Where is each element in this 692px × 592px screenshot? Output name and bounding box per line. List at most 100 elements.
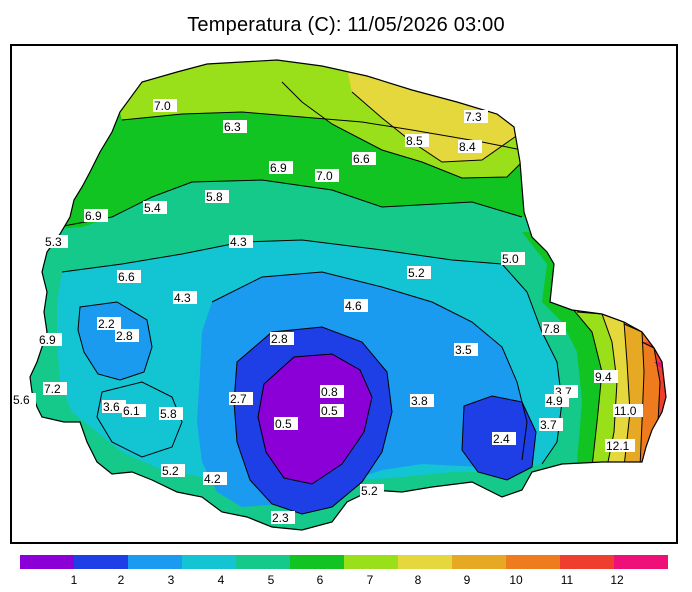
svg-text:5.3: 5.3	[45, 235, 62, 249]
value-label: 12.1	[605, 439, 635, 453]
value-label: 6.9	[84, 209, 108, 223]
svg-text:5.4: 5.4	[144, 201, 161, 215]
legend-tick: 11	[560, 573, 574, 587]
map-frame: 7.0 6.3 7.3 8.5 8.4 6.9 7.0 6.6 5.8 5.4 …	[10, 44, 678, 544]
value-label: 6.9	[269, 161, 293, 175]
legend-tick: 6	[316, 573, 324, 587]
svg-text:3.5: 3.5	[455, 343, 472, 357]
svg-text:6.6: 6.6	[353, 152, 370, 166]
value-label: 7.8	[542, 322, 566, 336]
svg-text:6.9: 6.9	[85, 209, 102, 223]
legend-ticks: 1 2 3 4 5 6 7 8 9 10 11 12	[20, 573, 668, 589]
map-title: Temperatura (C): 11/05/2026 03:00	[187, 14, 505, 36]
legend-tick: 9	[463, 573, 471, 587]
value-label: 2.7	[229, 392, 253, 406]
svg-text:2.4: 2.4	[493, 432, 510, 446]
value-label: 8.4	[458, 140, 482, 154]
svg-text:8.5: 8.5	[406, 134, 423, 148]
svg-text:5.2: 5.2	[162, 464, 179, 478]
svg-text:3.8: 3.8	[411, 394, 428, 408]
legend-tick: 3	[167, 573, 175, 587]
svg-text:4.3: 4.3	[230, 235, 247, 249]
value-label: 7.2	[43, 382, 67, 396]
svg-text:3.6: 3.6	[103, 400, 120, 414]
legend-tick: 1	[70, 573, 78, 587]
svg-text:5.6: 5.6	[13, 393, 30, 407]
value-label: 4.9	[545, 394, 569, 408]
svg-text:6.9: 6.9	[39, 333, 56, 347]
svg-text:5.8: 5.8	[206, 190, 223, 204]
value-label: 6.1	[122, 404, 146, 418]
value-label: 5.2	[161, 464, 185, 478]
value-label: 0.8	[320, 385, 344, 399]
value-label: 8.5	[405, 134, 429, 148]
svg-text:2.8: 2.8	[116, 329, 133, 343]
value-label: 0.5	[320, 404, 344, 418]
svg-text:6.1: 6.1	[123, 404, 140, 418]
svg-text:2.2: 2.2	[98, 317, 115, 331]
legend-swatch	[398, 555, 452, 569]
svg-text:11.0: 11.0	[614, 404, 637, 418]
legend-swatch	[128, 555, 182, 569]
value-label: 5.3	[44, 235, 68, 249]
value-label: 2.3	[271, 511, 295, 525]
legend-tick: 10	[509, 573, 523, 587]
color-legend	[20, 555, 668, 569]
value-label: 6.3	[223, 120, 247, 134]
svg-text:6.6: 6.6	[118, 270, 135, 284]
value-label: 2.2	[97, 317, 121, 331]
svg-text:7.3: 7.3	[465, 110, 482, 124]
legend-tick: 8	[414, 573, 422, 587]
legend-swatch	[290, 555, 344, 569]
value-label: 7.0	[153, 99, 177, 113]
value-label: 4.3	[229, 235, 253, 249]
value-label: 7.0	[315, 169, 339, 183]
legend-tick: 2	[117, 573, 125, 587]
legend-tick: 7	[366, 573, 374, 587]
value-label: 5.0	[501, 252, 525, 266]
value-label: 3.7	[539, 418, 563, 432]
value-label: 4.2	[203, 472, 227, 486]
contour-lines	[41, 81, 661, 515]
svg-text:2.7: 2.7	[230, 392, 247, 406]
svg-text:0.8: 0.8	[321, 385, 338, 399]
legend-tick: 12	[610, 573, 624, 587]
legend-swatch	[506, 555, 560, 569]
svg-text:7.0: 7.0	[316, 169, 333, 183]
value-label: 11.0	[613, 404, 643, 418]
legend-tick: 5	[267, 573, 275, 587]
value-label: 3.6	[102, 400, 126, 414]
svg-text:5.0: 5.0	[502, 252, 519, 266]
svg-text:9.4: 9.4	[595, 370, 612, 384]
value-label: 2.4	[492, 432, 516, 446]
value-label: 2.8	[115, 329, 139, 343]
value-label: 3.5	[454, 343, 478, 357]
svg-text:8.4: 8.4	[459, 140, 476, 154]
legend-swatch	[236, 555, 290, 569]
value-label: 5.4	[143, 201, 167, 215]
svg-text:4.6: 4.6	[345, 299, 362, 313]
value-label: 6.6	[352, 152, 376, 166]
value-label: 3.8	[410, 394, 434, 408]
svg-text:4.2: 4.2	[204, 472, 221, 486]
svg-text:5.2: 5.2	[361, 484, 378, 498]
legend-swatch	[182, 555, 236, 569]
svg-text:0.5: 0.5	[275, 417, 292, 431]
value-label: 5.2	[360, 484, 384, 498]
svg-text:0.5: 0.5	[321, 404, 338, 418]
svg-text:2.8: 2.8	[271, 332, 288, 346]
svg-text:7.2: 7.2	[44, 382, 61, 396]
svg-text:5.8: 5.8	[160, 407, 177, 421]
legend-swatch	[614, 555, 668, 569]
legend-swatch	[560, 555, 614, 569]
svg-text:6.9: 6.9	[270, 161, 287, 175]
value-label: 9.4	[594, 370, 618, 384]
value-label: 6.9	[38, 333, 62, 347]
svg-text:4.9: 4.9	[546, 394, 563, 408]
value-labels: 7.0 6.3 7.3 8.5 8.4 6.9 7.0 6.6 5.8 5.4 …	[12, 99, 643, 525]
legend-swatch	[344, 555, 398, 569]
legend-swatch	[20, 555, 74, 569]
svg-text:4.3: 4.3	[174, 291, 191, 305]
svg-text:6.3: 6.3	[224, 120, 241, 134]
value-label: 7.3	[464, 110, 488, 124]
